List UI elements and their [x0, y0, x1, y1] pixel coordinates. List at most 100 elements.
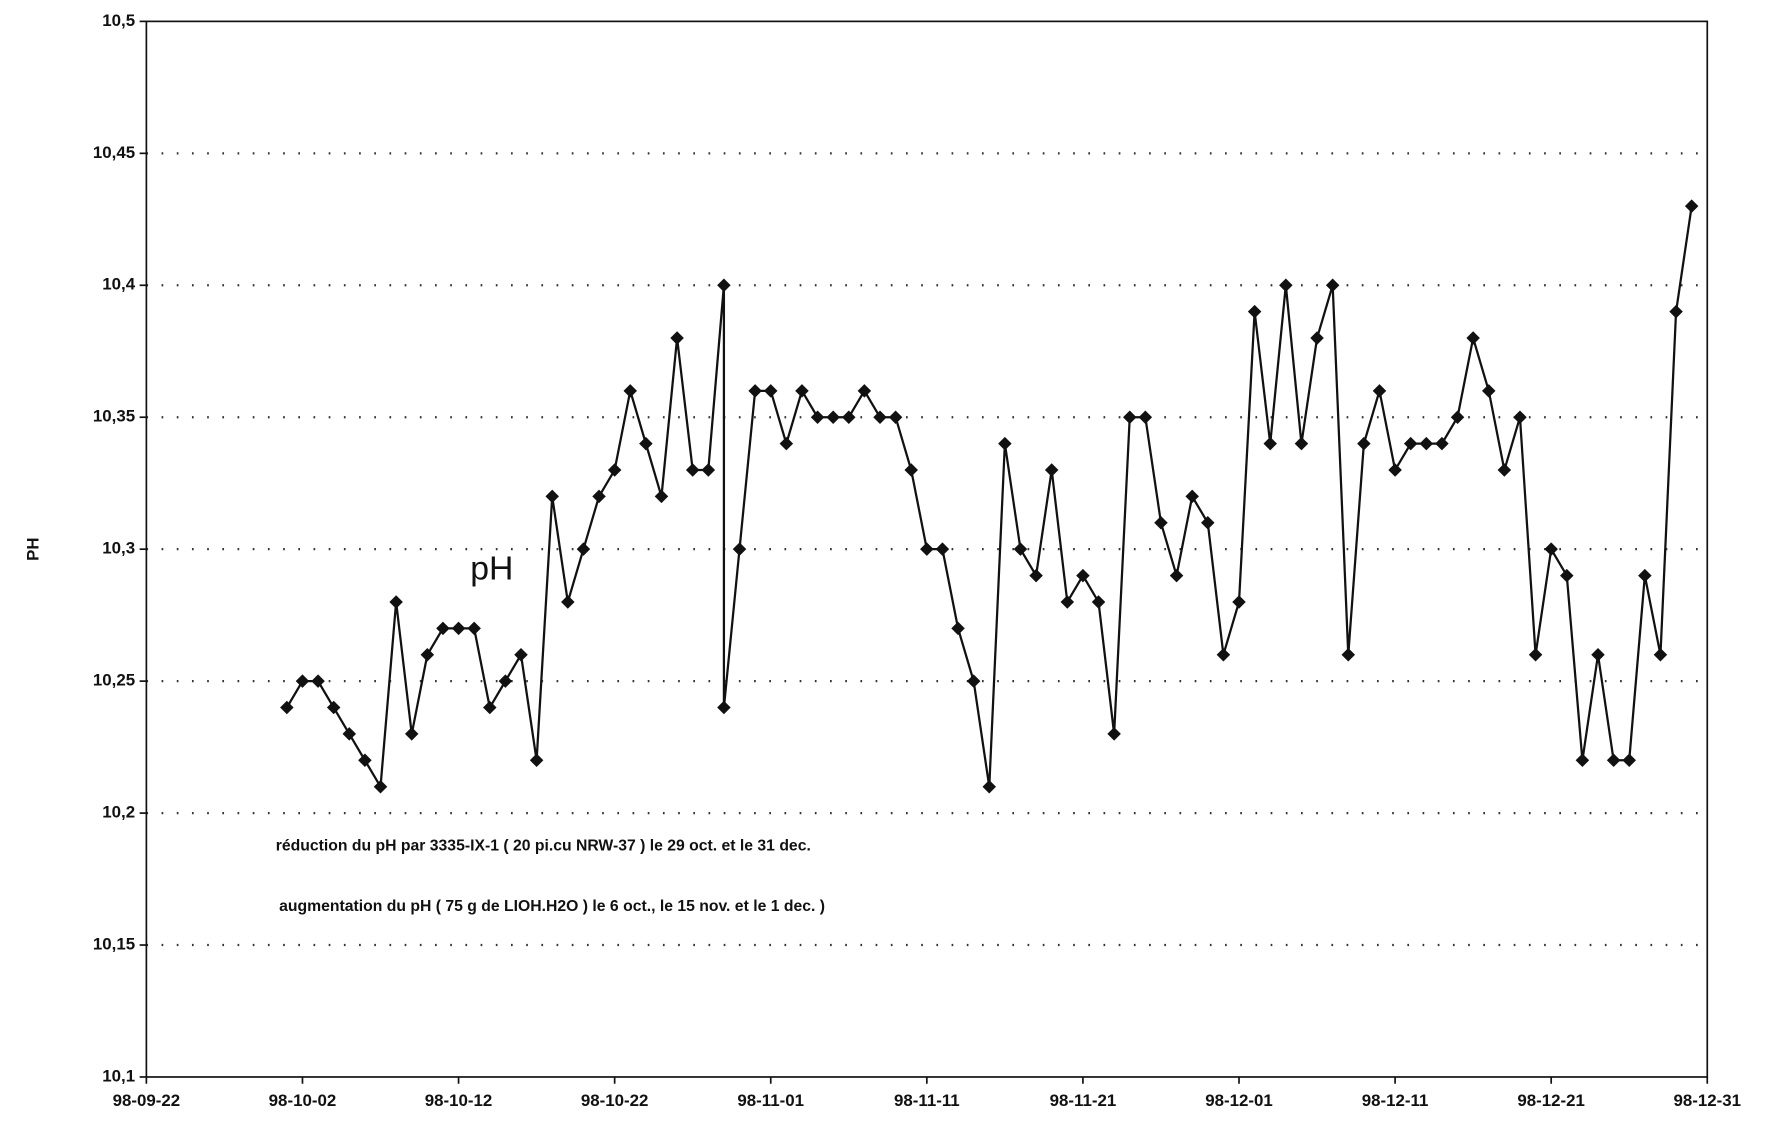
data-point	[498, 674, 513, 688]
data-point	[1357, 436, 1371, 451]
data-point	[717, 278, 731, 293]
data-point	[779, 436, 794, 451]
data-point	[326, 700, 341, 715]
data-point	[1169, 568, 1184, 583]
data-point	[1310, 331, 1324, 345]
data-point	[1653, 647, 1668, 662]
data-point	[389, 595, 403, 609]
x-tick-label: 98-12-31	[1673, 1091, 1741, 1110]
data-point	[576, 542, 591, 556]
x-tick-label: 98-09-22	[113, 1091, 181, 1110]
x-tick-label: 98-11-01	[737, 1091, 804, 1110]
data-point	[842, 410, 856, 424]
x-tick-label: 98-10-22	[581, 1091, 649, 1110]
data-point	[873, 410, 887, 424]
data-point	[1107, 727, 1121, 741]
data-point	[514, 647, 528, 662]
data-point	[1201, 516, 1215, 530]
y-tick-label: 10,5	[102, 11, 135, 30]
data-point	[342, 727, 357, 741]
data-point	[1513, 410, 1527, 424]
x-tick-label: 98-12-21	[1517, 1091, 1585, 1110]
data-point	[1154, 516, 1168, 530]
data-point	[1091, 595, 1106, 609]
data-point	[810, 410, 825, 424]
data-point	[420, 647, 435, 662]
series-annotation: pH	[470, 549, 513, 587]
data-point	[1279, 278, 1293, 293]
y-axis-label: PH	[23, 537, 42, 560]
y-tick-label: 10,45	[93, 143, 135, 162]
data-point	[1372, 384, 1387, 398]
data-point	[1325, 278, 1340, 293]
data-point	[295, 674, 310, 688]
y-tick-label: 10,25	[93, 671, 135, 690]
data-point	[888, 410, 903, 424]
data-point	[561, 595, 575, 609]
data-point	[951, 621, 965, 636]
data-point	[904, 463, 918, 477]
x-tick-label: 98-12-11	[1362, 1091, 1429, 1110]
data-point	[592, 489, 606, 504]
x-tick-label: 98-11-11	[894, 1091, 960, 1110]
data-point	[1232, 595, 1246, 609]
data-point	[451, 621, 466, 636]
data-point	[1450, 410, 1465, 424]
data-point	[436, 621, 450, 636]
data-point	[1403, 436, 1418, 451]
data-point	[1638, 568, 1652, 583]
x-tick-label: 98-12-01	[1205, 1091, 1273, 1110]
data-point	[483, 700, 497, 715]
data-point	[763, 384, 778, 398]
data-point	[920, 542, 934, 556]
data-point	[1544, 542, 1558, 556]
y-tick-label: 10,1	[102, 1066, 135, 1085]
data-point	[404, 727, 419, 741]
data-point	[358, 753, 372, 768]
annotation: augmentation du pH ( 75 g de LIOH.H2O ) …	[279, 898, 825, 915]
data-point	[1481, 384, 1496, 398]
data-point	[717, 700, 731, 715]
x-tick-label: 98-10-02	[269, 1091, 337, 1110]
data-point	[1247, 304, 1262, 319]
y-tick-label: 10,4	[102, 275, 135, 294]
data-point	[467, 621, 481, 636]
data-point	[1560, 568, 1574, 583]
data-point	[732, 542, 747, 556]
data-point	[639, 436, 653, 451]
data-point	[1606, 753, 1621, 768]
data-point	[1341, 647, 1356, 662]
data-point	[529, 753, 544, 768]
data-point	[982, 779, 997, 794]
plot-frame	[145, 20, 1709, 1078]
data-point	[1669, 304, 1683, 319]
data-point	[623, 384, 638, 398]
data-point	[748, 384, 762, 398]
x-tick-label: 98-10-12	[425, 1091, 493, 1110]
data-point	[1575, 753, 1590, 768]
data-point	[1684, 199, 1699, 213]
x-tick-label: 98-11-21	[1050, 1091, 1117, 1110]
data-point	[1044, 463, 1059, 477]
data-point	[1185, 489, 1199, 504]
data-point	[1591, 647, 1605, 662]
data-point	[685, 463, 700, 477]
data-point	[1466, 331, 1480, 345]
data-point	[1435, 436, 1449, 451]
data-point	[857, 384, 872, 398]
data-point	[654, 489, 669, 504]
data-point	[1122, 410, 1137, 424]
y-tick-label: 10,15	[93, 934, 135, 953]
data-point	[1388, 463, 1402, 477]
data-point	[1497, 463, 1512, 477]
data-point	[373, 779, 388, 794]
data-point	[826, 410, 840, 424]
data-point	[795, 384, 809, 398]
y-tick-label: 10,35	[93, 407, 135, 426]
data-point	[1076, 568, 1090, 583]
annotation: réduction du pH par 3335-IX-1 ( 20 pi.cu…	[276, 837, 811, 854]
data-point	[966, 674, 981, 688]
data-point	[545, 489, 559, 504]
data-point	[1013, 542, 1028, 556]
